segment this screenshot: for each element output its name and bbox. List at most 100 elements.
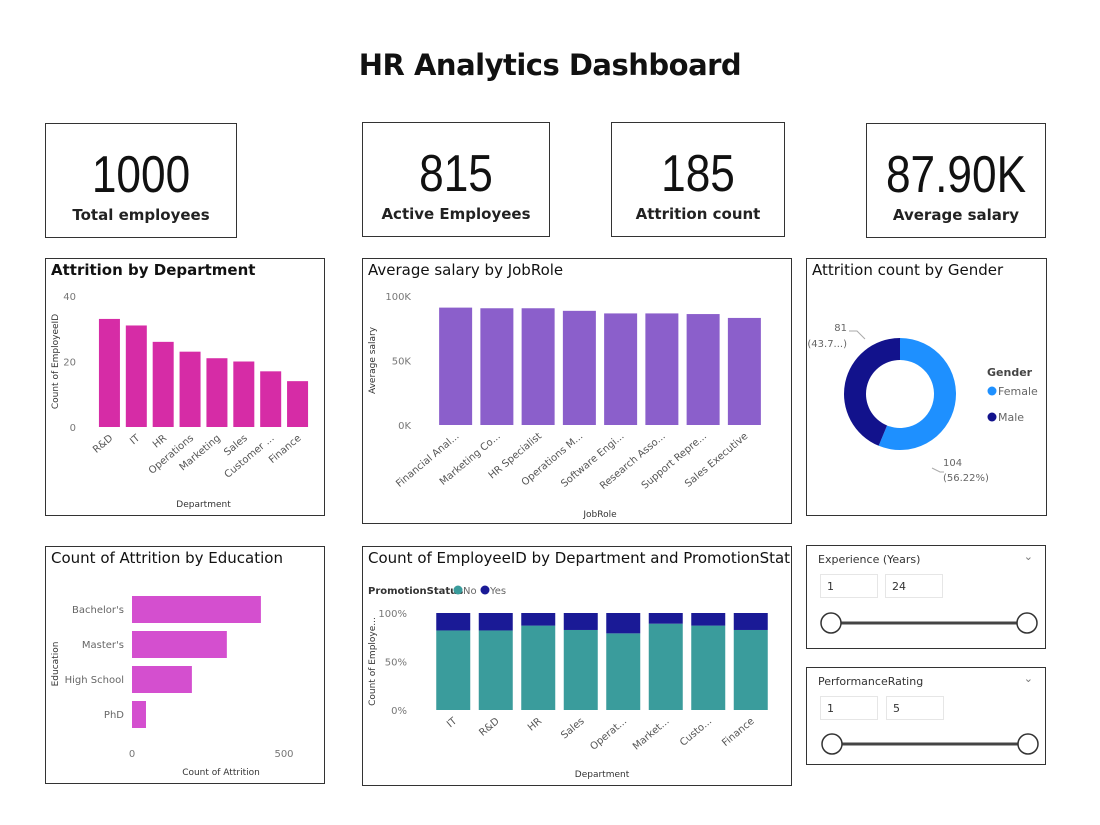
y-tick-label: High School bbox=[65, 675, 124, 686]
kpi-active-employees: 815 Active Employees bbox=[362, 122, 550, 237]
slider-max-handle[interactable] bbox=[1016, 612, 1038, 634]
slider-min-handle[interactable] bbox=[820, 612, 842, 634]
x-tick-label: R&D bbox=[477, 716, 501, 739]
bar[interactable] bbox=[645, 313, 679, 425]
legend-title: PromotionStatus bbox=[368, 586, 463, 597]
x-axis-title: JobRole bbox=[582, 510, 617, 520]
y-tick-label: 50% bbox=[385, 658, 407, 669]
kpi-label: Active Employees bbox=[381, 205, 531, 223]
x-tick-label: IT bbox=[445, 715, 460, 730]
legend-label: No bbox=[463, 586, 477, 597]
x-tick-label: Market... bbox=[631, 716, 672, 753]
slider-min-handle[interactable] bbox=[821, 733, 843, 755]
bar-yes[interactable] bbox=[648, 613, 683, 624]
bar-no[interactable] bbox=[521, 625, 556, 710]
kpi-label: Total employees bbox=[72, 206, 210, 224]
bar-yes[interactable] bbox=[436, 613, 471, 631]
donut-slice-female[interactable] bbox=[878, 338, 956, 450]
bar-yes[interactable] bbox=[606, 613, 641, 634]
performance-rating-slicer: PerformanceRating ⌄ 1 5 bbox=[806, 667, 1046, 765]
bar[interactable] bbox=[132, 631, 227, 658]
legend-label: Female bbox=[998, 385, 1038, 398]
slicer-max-input[interactable]: 24 bbox=[885, 574, 943, 598]
x-axis-title: Department bbox=[575, 770, 630, 780]
bar-no[interactable] bbox=[606, 633, 641, 710]
y-tick-label: 50K bbox=[392, 357, 412, 368]
kpi-value: 1000 bbox=[91, 146, 191, 204]
x-tick-label: IT bbox=[128, 432, 143, 447]
kpi-label: Attrition count bbox=[635, 205, 761, 223]
bar[interactable] bbox=[152, 341, 174, 427]
bar[interactable] bbox=[132, 596, 261, 623]
bar[interactable] bbox=[521, 308, 555, 425]
bar-yes[interactable] bbox=[563, 613, 598, 630]
bar-no[interactable] bbox=[563, 629, 598, 710]
legend-marker bbox=[453, 585, 463, 595]
kpi-label: Average salary bbox=[892, 206, 1020, 224]
bar-yes[interactable] bbox=[521, 613, 556, 626]
bar[interactable] bbox=[233, 361, 255, 428]
bar[interactable] bbox=[132, 666, 192, 693]
slicer-min-input[interactable]: 1 bbox=[820, 696, 878, 720]
bar[interactable] bbox=[727, 317, 761, 425]
bar-no[interactable] bbox=[478, 630, 513, 710]
bar[interactable] bbox=[439, 307, 473, 425]
bar[interactable] bbox=[604, 313, 638, 425]
attrition-by-gender-chart[interactable]: 104 (56.22%) 81 (43.7...) Gender Female Male A… bbox=[806, 258, 1047, 516]
slicer-min-input[interactable]: 1 bbox=[820, 574, 878, 598]
chart-svg: 0%50%100%IT R&D HR Sales Operat... Market... C… bbox=[368, 585, 768, 780]
bar[interactable] bbox=[260, 371, 282, 427]
slider-max-handle[interactable] bbox=[1017, 733, 1039, 755]
bar[interactable] bbox=[686, 314, 720, 425]
y-tick-label: 20 bbox=[63, 358, 76, 369]
bar[interactable] bbox=[132, 701, 146, 728]
bar-yes[interactable] bbox=[733, 613, 768, 630]
chevron-down-icon[interactable]: ⌄ bbox=[1023, 550, 1033, 563]
x-tick-label: 0 bbox=[129, 749, 135, 760]
slicer-title: PerformanceRating bbox=[818, 675, 924, 688]
y-tick-label: PhD bbox=[104, 710, 124, 721]
legend-marker bbox=[987, 386, 997, 396]
bar-no[interactable] bbox=[691, 625, 726, 710]
bar[interactable] bbox=[206, 358, 228, 427]
x-tick-label: HR bbox=[526, 716, 544, 734]
chart-title: Attrition count by Gender bbox=[812, 261, 1004, 279]
leader-line bbox=[931, 467, 944, 473]
y-tick-label: 100K bbox=[385, 292, 411, 303]
legend-marker bbox=[987, 412, 997, 422]
chart-title: Attrition by Department bbox=[51, 261, 256, 279]
bar-no[interactable] bbox=[648, 623, 683, 710]
bar[interactable] bbox=[179, 351, 201, 427]
chart-svg: Bachelor's Master's High School PhD 0 500 Coun… bbox=[51, 596, 294, 778]
slicer-title: Experience (Years) bbox=[818, 553, 921, 566]
chart-title: Average salary by JobRole bbox=[368, 261, 564, 279]
donut-slice-male[interactable] bbox=[844, 338, 900, 446]
bar[interactable] bbox=[125, 325, 147, 427]
bar[interactable] bbox=[287, 381, 309, 427]
slicer-max-input[interactable]: 5 bbox=[886, 696, 944, 720]
legend-title: Gender bbox=[987, 366, 1033, 379]
bar-no[interactable] bbox=[733, 629, 768, 710]
x-tick-label: R&D bbox=[91, 433, 115, 456]
chevron-down-icon[interactable]: ⌄ bbox=[1023, 672, 1033, 685]
data-label-pct: (56.22%) bbox=[943, 473, 989, 484]
y-tick-label: Master's bbox=[82, 640, 124, 651]
bar[interactable] bbox=[562, 310, 596, 425]
attrition-by-education-chart[interactable]: Bachelor's Master's High School PhD 0 500 Coun… bbox=[45, 546, 325, 784]
bar-no[interactable] bbox=[436, 630, 471, 710]
y-axis-title: Education bbox=[51, 642, 61, 687]
kpi-value: 185 bbox=[661, 145, 735, 203]
salary-by-jobrole-chart[interactable]: 0K 50K 100K Financial Anal... Marketing Co..… bbox=[362, 258, 792, 524]
y-tick-label: 0% bbox=[391, 706, 407, 717]
bar[interactable] bbox=[480, 308, 514, 425]
attrition-by-department-chart[interactable]: 0 20 40 R&D IT HR Operations Marketing Sales Cust… bbox=[45, 258, 325, 516]
bar[interactable] bbox=[98, 318, 120, 427]
y-tick-label: 0 bbox=[70, 423, 76, 434]
kpi-value: 815 bbox=[419, 145, 493, 203]
leader-line bbox=[849, 330, 866, 340]
bar-yes[interactable] bbox=[691, 613, 726, 626]
bar-yes[interactable] bbox=[478, 613, 513, 631]
y-axis-title: Count of EmployeeID bbox=[51, 314, 61, 409]
promotion-status-chart[interactable]: 0% 50% 100% IT R&D HR Sales Operat... Market... C… bbox=[362, 546, 792, 786]
